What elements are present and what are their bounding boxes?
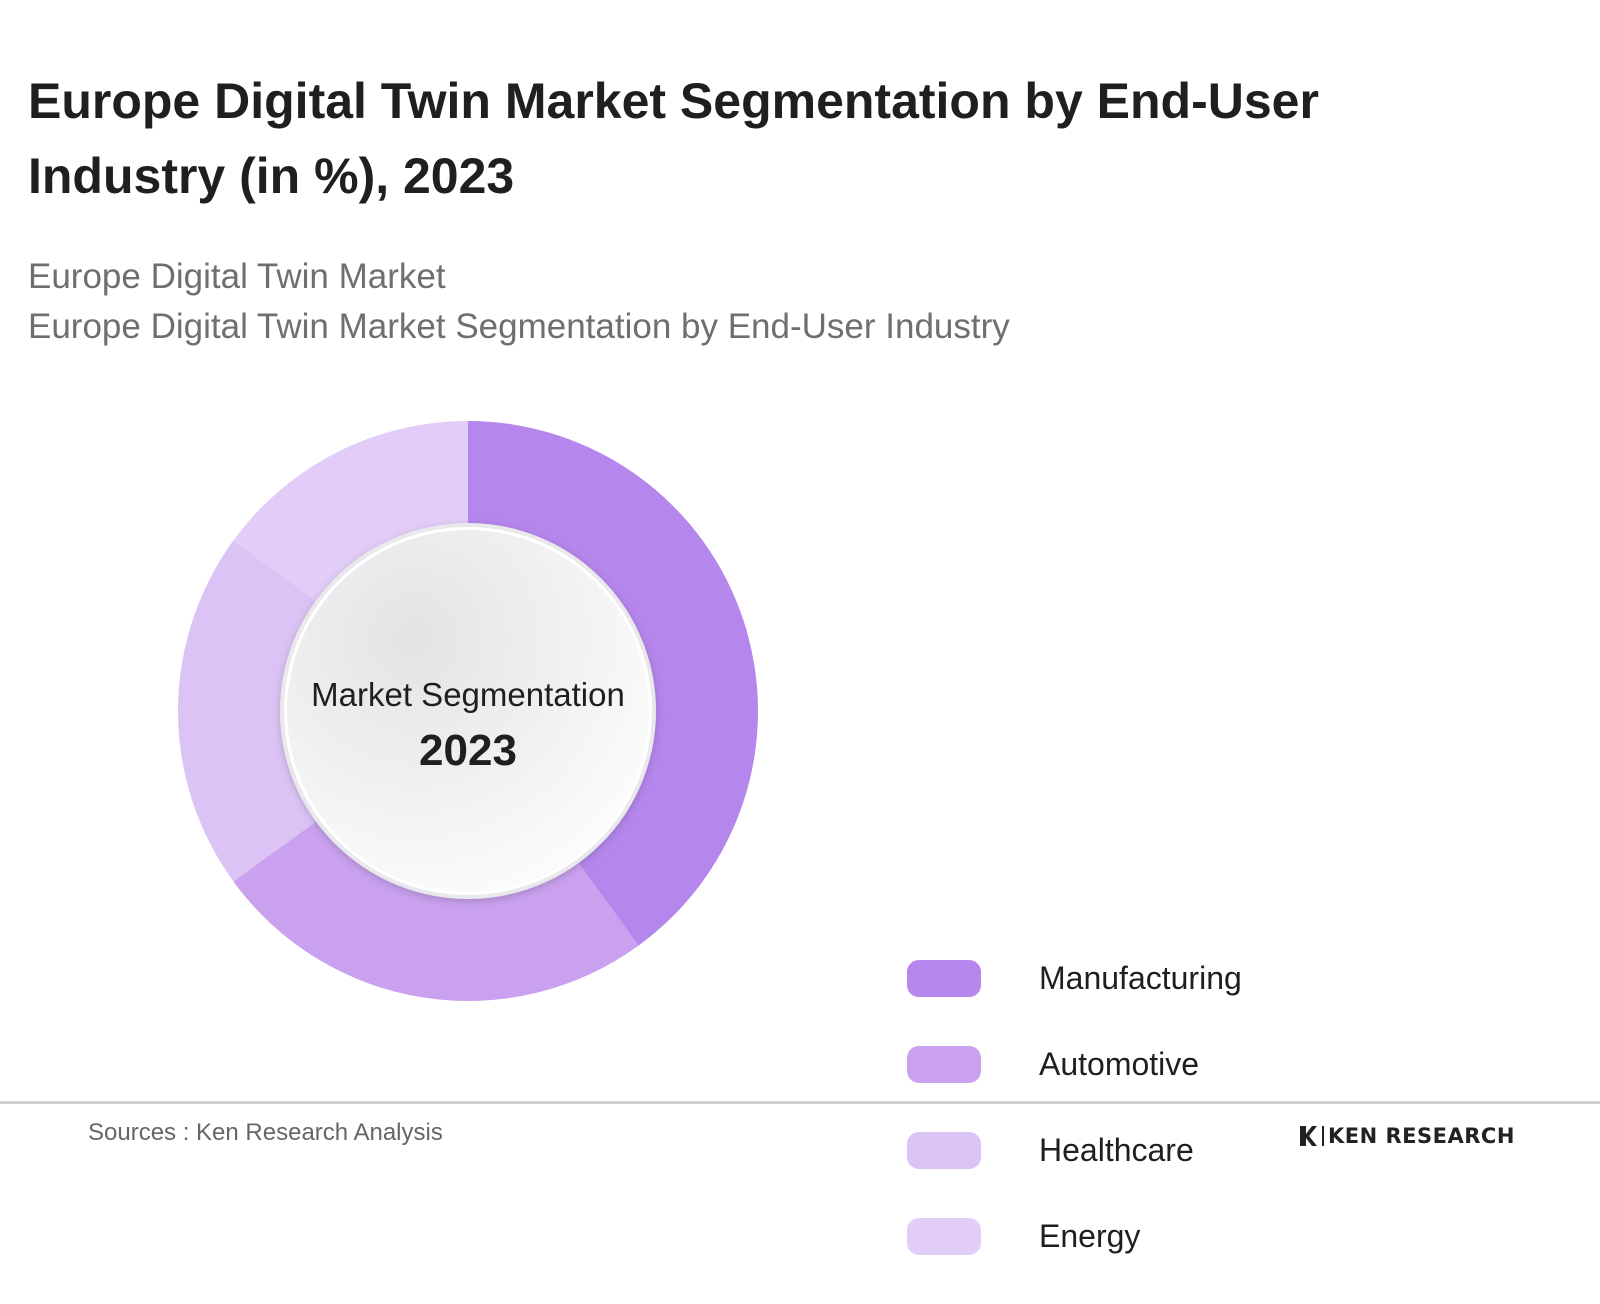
subtitle-line-1: Europe Digital Twin Market xyxy=(28,257,446,296)
donut-hole-fill xyxy=(287,530,649,892)
legend-swatch xyxy=(907,1046,981,1083)
donut-slice-energy xyxy=(233,421,468,602)
donut-chart: Market Segmentation 2023 xyxy=(178,421,758,1001)
donut-slice-automotive xyxy=(233,820,639,1001)
legend-label: Automotive xyxy=(1039,1046,1200,1082)
subtitle-line-2: Europe Digital Twin Market Segmentation … xyxy=(28,307,1010,346)
donut-slice-manufacturing xyxy=(468,421,758,946)
ken-research-logo-icon xyxy=(1300,1126,1317,1146)
source-note: Sources : Ken Research Analysis xyxy=(88,1119,443,1146)
legend-item-healthcare: Healthcare xyxy=(907,1132,1242,1218)
legend-label: Healthcare xyxy=(1039,1132,1194,1168)
legend-swatch xyxy=(907,1218,981,1255)
legend-label: Manufacturing xyxy=(1039,960,1242,996)
chart-subtitle: Europe Digital Twin Market Europe Digita… xyxy=(28,252,1010,352)
legend: Manufacturing Automotive Healthcare Energy xyxy=(907,960,1242,1304)
brand-separator xyxy=(1322,1126,1324,1146)
donut-slice-healthcare xyxy=(178,540,318,882)
footer-divider xyxy=(0,1101,1600,1104)
legend-label: Energy xyxy=(1039,1218,1141,1254)
chart-area: Market Segmentation 2023 Manufacturing Au… xyxy=(0,400,1600,1255)
center-label: Market Segmentation xyxy=(311,676,625,713)
chart-title: Europe Digital Twin Market Segmentation … xyxy=(28,73,1319,204)
brand-logo: KEN RESEARCH xyxy=(1298,1124,1515,1148)
legend-item-manufacturing: Manufacturing xyxy=(907,960,1242,1046)
legend-swatch xyxy=(907,960,981,997)
legend-item-automotive: Automotive xyxy=(907,1046,1242,1132)
legend-swatch xyxy=(907,1132,981,1169)
legend-item-energy: Energy xyxy=(907,1218,1242,1304)
center-year: 2023 xyxy=(419,726,517,775)
donut-slices xyxy=(178,421,758,1001)
brand-name: KEN RESEARCH xyxy=(1328,1124,1515,1148)
